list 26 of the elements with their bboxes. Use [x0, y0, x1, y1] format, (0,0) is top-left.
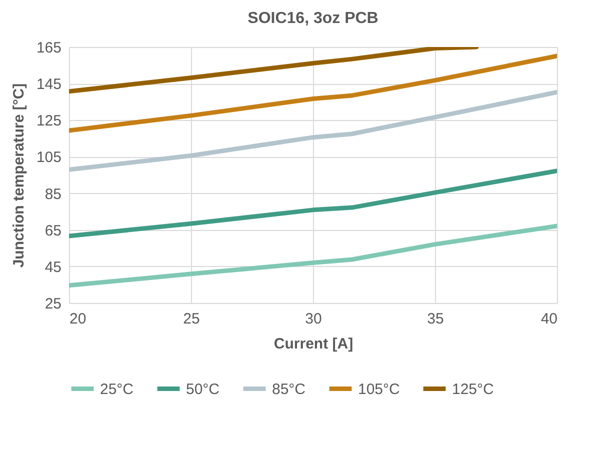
x-tick-label: 25 [183, 310, 200, 328]
legend-label: 85°C [272, 380, 306, 398]
x-tick-label: 20 [70, 310, 86, 328]
x-tick-label: 30 [305, 310, 322, 328]
legend-label: 105°C [358, 380, 400, 398]
y-tick-label: 105 [36, 149, 62, 166]
legend-label: 125°C [452, 380, 494, 398]
x-axis-title: Current [A] [274, 336, 354, 352]
y-tick-label: 45 [44, 258, 62, 276]
line-series [69, 47, 479, 94]
line-series [69, 54, 557, 133]
line-series [69, 90, 557, 172]
y-tick-label: 125 [36, 112, 62, 130]
x-tick-label: 35 [427, 310, 444, 328]
legend-label: 25°C [100, 380, 134, 398]
y-tick-label: 145 [36, 76, 62, 94]
y-axis-title: Junction temperature [°C] [10, 83, 28, 268]
y-tick-label: 25 [44, 296, 62, 312]
chart-title: SOIC16, 3oz PCB [248, 10, 378, 27]
y-tick-label: 65 [44, 222, 62, 240]
line-series [69, 168, 557, 238]
x-tick-label: 40 [540, 310, 558, 328]
legend-label: 50°C [186, 380, 220, 398]
y-tick-label: 165 [36, 40, 62, 56]
line-series [69, 224, 557, 288]
y-tick-label: 85 [44, 186, 62, 203]
